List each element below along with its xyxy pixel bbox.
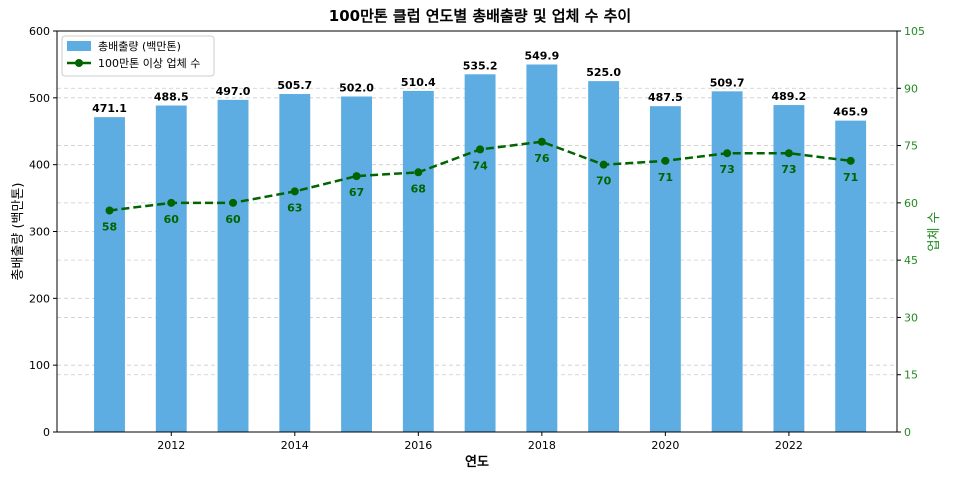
bar-label: 502.0 — [339, 81, 374, 94]
line-point — [290, 187, 299, 196]
x-tick-label: 2018 — [528, 439, 556, 452]
line-point — [352, 172, 361, 181]
line-point — [537, 137, 546, 146]
x-axis-label: 연도 — [465, 455, 489, 470]
line-point — [723, 149, 732, 158]
line-label: 74 — [472, 159, 488, 172]
bar-label: 505.7 — [277, 79, 312, 92]
y-tick-label: 600 — [29, 25, 50, 38]
line-label: 71 — [843, 171, 858, 184]
line-label: 67 — [349, 186, 364, 199]
bar-label: 487.5 — [648, 91, 683, 104]
bar — [588, 81, 620, 432]
y2-tick-label: 60 — [904, 197, 918, 210]
bar-label: 510.4 — [401, 76, 436, 89]
line-label: 63 — [287, 201, 302, 214]
legend-label: 총배출량 (백만톤) — [98, 40, 181, 53]
y-tick-label: 500 — [29, 92, 50, 105]
x-tick-label: 2012 — [157, 439, 185, 452]
line-point — [105, 206, 114, 215]
line-point — [784, 149, 793, 158]
line-label: 73 — [781, 163, 796, 176]
y2-tick-label: 90 — [904, 82, 918, 95]
bar — [464, 74, 496, 433]
y-tick-label: 400 — [29, 159, 50, 172]
bar — [835, 120, 867, 432]
bar — [217, 99, 249, 433]
y2-tick-label: 15 — [904, 369, 918, 382]
line-label: 60 — [225, 213, 241, 226]
line-point — [414, 168, 423, 177]
bar-label: 465.9 — [833, 106, 868, 119]
y2-tick-label: 105 — [904, 25, 925, 38]
y-tick-label: 100 — [29, 359, 50, 372]
line-label: 71 — [658, 171, 673, 184]
bar — [94, 117, 125, 432]
bar-label: 497.0 — [216, 85, 251, 98]
line-point — [661, 156, 670, 165]
y2-axis-label: 업체 수 — [927, 211, 942, 251]
line-label: 58 — [102, 220, 117, 233]
x-tick-label: 2014 — [281, 439, 309, 452]
bar — [526, 64, 558, 433]
bar-label: 471.1 — [92, 102, 127, 115]
line-point — [167, 198, 176, 207]
line-label: 70 — [596, 175, 612, 188]
y2-tick-label: 75 — [904, 140, 918, 153]
bar-label: 509.7 — [710, 76, 745, 89]
legend-label: 100만톤 이상 업체 수 — [98, 57, 200, 70]
bar — [341, 96, 372, 432]
bar — [773, 105, 805, 432]
line-label: 60 — [164, 213, 180, 226]
legend-box — [61, 35, 215, 77]
bar-label: 549.9 — [524, 49, 559, 62]
bar-label: 535.2 — [463, 59, 498, 72]
bar — [155, 105, 187, 432]
line-point — [229, 198, 238, 207]
bar — [279, 94, 311, 432]
y-tick-label: 200 — [29, 292, 50, 305]
legend-marker — [75, 59, 83, 67]
line-point — [846, 156, 855, 165]
line-label: 73 — [719, 163, 734, 176]
bar — [711, 91, 743, 433]
line-label: 68 — [411, 182, 426, 195]
x-tick-label: 2022 — [775, 439, 803, 452]
bar-label: 488.5 — [154, 91, 189, 104]
y2-tick-label: 45 — [904, 254, 918, 267]
bar-label: 525.0 — [586, 66, 621, 79]
y-tick-label: 0 — [43, 426, 50, 439]
bar — [649, 106, 681, 432]
line-point — [476, 145, 485, 154]
y-axis-label: 총배출량 (백만톤) — [11, 183, 26, 281]
legend-swatch-bar — [67, 41, 91, 51]
bar-label: 489.2 — [772, 90, 807, 103]
line-label: 76 — [534, 152, 550, 165]
bar — [402, 90, 434, 433]
x-tick-label: 2020 — [651, 439, 679, 452]
y-tick-label: 300 — [29, 226, 50, 239]
chart-title: 100만톤 클럽 연도별 총배출량 및 업체 수 추이 — [329, 7, 631, 25]
y2-tick-label: 30 — [904, 311, 918, 324]
line-point — [599, 160, 608, 169]
y2-tick-label: 0 — [904, 426, 911, 439]
x-tick-label: 2016 — [404, 439, 432, 452]
